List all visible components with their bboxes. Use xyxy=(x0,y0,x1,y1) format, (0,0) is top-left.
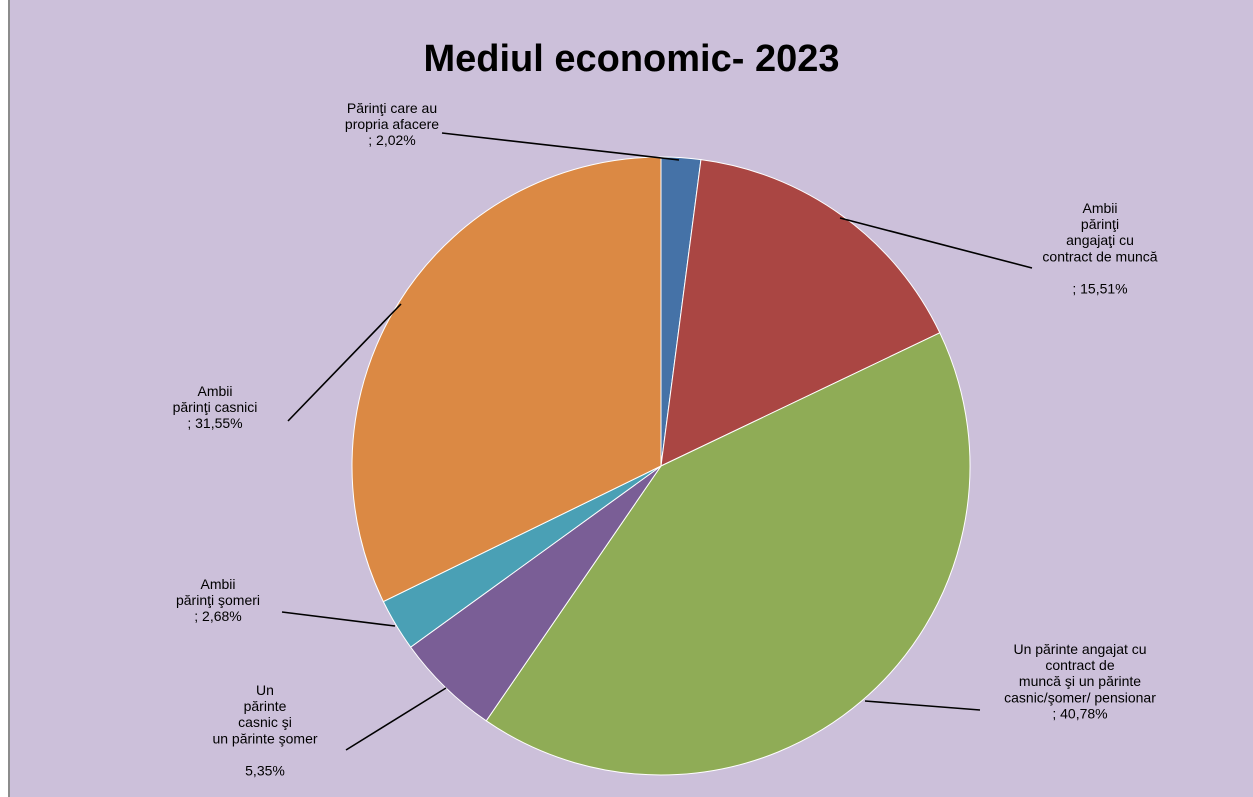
slice-label-line: Ambii xyxy=(197,383,232,399)
slice-label-line xyxy=(263,746,267,762)
slice-label-line: 5,35% xyxy=(245,763,285,779)
slice-label-line: părinţi şomeri xyxy=(176,592,260,608)
slice-label-1: Ambii părinţi angajaţi cu contract de muncă… xyxy=(1042,200,1157,297)
slice-label-line: Un părinte angajat cu xyxy=(1013,641,1146,657)
slice-label-line: contract de muncă xyxy=(1042,248,1157,264)
slice-label-4: Ambii părinţi şomeri; 2,68% xyxy=(176,576,260,624)
slice-label-line: ; 15,51% xyxy=(1072,281,1127,297)
pie-chart: Părinţi care au propria afacere; 2,02% Amb… xyxy=(173,100,1158,779)
leader-line-3 xyxy=(345,687,447,751)
slice-label-line: părinţi xyxy=(1081,216,1119,232)
slice-label-line: Ambii xyxy=(200,576,235,592)
slice-label-line: părinţi casnici xyxy=(173,399,258,415)
slice-label-line: angajaţi cu xyxy=(1066,232,1134,248)
slice-label-line: contract de xyxy=(1045,657,1114,673)
slice-label-0: Părinţi care au propria afacere; 2,02% xyxy=(345,100,439,148)
leader-line-4 xyxy=(281,611,396,627)
slice-label-line: ; 2,68% xyxy=(194,608,241,624)
leader-line-2 xyxy=(864,700,981,711)
leader-line-1 xyxy=(839,217,1033,269)
slice-label-line xyxy=(1098,264,1102,280)
slice-label-5: Ambii părinţi casnici; 31,55% xyxy=(173,383,258,431)
slice-label-line: casnic şi xyxy=(238,714,292,730)
slice-label-line: casnic/şomer/ pensionar xyxy=(1004,689,1156,705)
slice-label-line: ; 2,02% xyxy=(368,132,415,148)
chart-title: Mediul economic- 2023 xyxy=(423,38,840,80)
pie-slice-2 xyxy=(485,332,971,776)
slice-label-line: un părinte şomer xyxy=(212,730,317,746)
pie-slice-1 xyxy=(660,159,941,467)
slice-label-line: Un xyxy=(256,682,274,698)
slice-label-3: Un părinte casnic şi un părinte şomer 5,35% xyxy=(212,682,317,779)
slice-label-line: Ambii xyxy=(1082,200,1117,216)
slice-label-line: propria afacere xyxy=(345,116,439,132)
slice-label-line: părinte xyxy=(244,698,287,714)
pie-slice-5 xyxy=(351,156,662,603)
leader-line-0 xyxy=(441,132,680,161)
slice-label-line: muncă şi un părinte xyxy=(1019,673,1141,689)
slice-label-2: Un părinte angajat cu contract de muncă şi… xyxy=(1004,641,1156,721)
chart-area: Mediul economic- 2023 Părinţi care au pro… xyxy=(8,0,1253,797)
slice-label-line: ; 40,78% xyxy=(1052,705,1107,721)
slice-label-line: Părinţi care au xyxy=(347,100,437,116)
slice-label-line: ; 31,55% xyxy=(187,415,242,431)
leader-line-5 xyxy=(287,303,402,422)
